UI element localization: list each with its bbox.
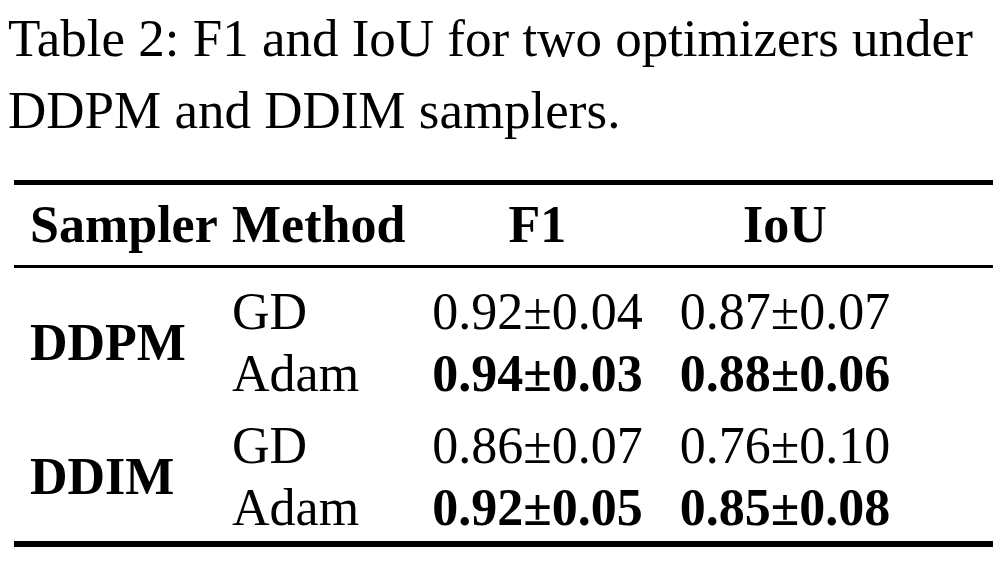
iou-cell: 0.88±0.06 (665, 343, 905, 405)
f1-cell: 0.94±0.03 (410, 343, 665, 405)
method-cell: GD (232, 415, 410, 477)
iou-cell: 0.87±0.07 (665, 281, 905, 343)
f1-cell: 0.86±0.07 (410, 415, 665, 477)
method-cell: Adam (232, 343, 410, 405)
sampler-cell-ddpm: DDPM (30, 281, 232, 405)
f1-cell: 0.92±0.05 (410, 477, 665, 539)
table-caption: Table 2: F1 and IoU for two optimizers u… (8, 2, 1008, 146)
header-f1: F1 (410, 185, 665, 265)
header-sampler: Sampler (30, 185, 232, 265)
iou-cell: 0.76±0.10 (665, 415, 905, 477)
header-iou: IoU (665, 185, 905, 265)
header-method: Method (232, 185, 410, 265)
sampler-cell-ddim: DDIM (30, 415, 232, 539)
iou-cell: 0.85±0.08 (665, 477, 905, 539)
f1-cell: 0.92±0.04 (410, 281, 665, 343)
results-table: Sampler Method F1 IoU DDPM GD 0.92±0.04 … (30, 185, 905, 539)
paper-table-figure: Table 2: F1 and IoU for two optimizers u… (0, 0, 1008, 562)
table-bottomrule (14, 541, 993, 547)
method-cell: Adam (232, 477, 410, 539)
method-cell: GD (232, 281, 410, 343)
